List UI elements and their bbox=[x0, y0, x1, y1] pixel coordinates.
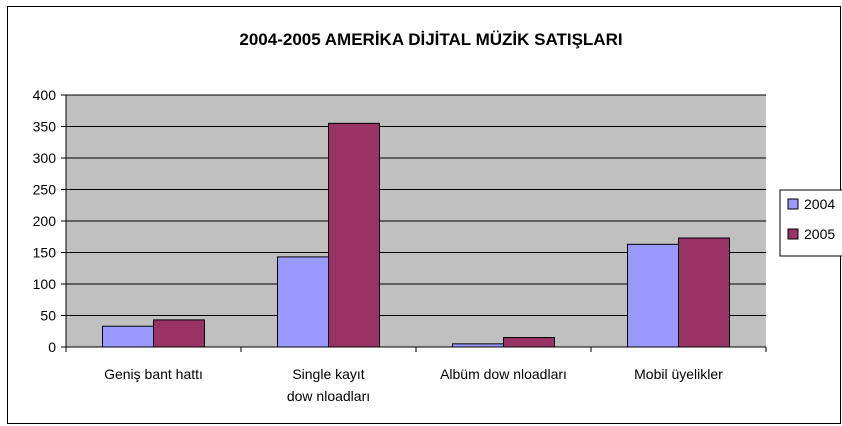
y-tick-label: 400 bbox=[33, 87, 57, 103]
x-category-label: Geniş bant hattı bbox=[104, 366, 203, 382]
bar-2005-2 bbox=[503, 337, 555, 348]
x-category-label: Mobil üyelikler bbox=[634, 366, 723, 382]
y-axis-ticks: 0 50 100 150 200 250 300 350 400 bbox=[33, 87, 57, 355]
y-tick-label: 100 bbox=[33, 276, 57, 292]
axes bbox=[61, 94, 767, 352]
bar-2004-0 bbox=[102, 325, 154, 348]
legend: 2004 2005 bbox=[779, 189, 842, 257]
x-category-label: dow nloadları bbox=[287, 388, 370, 404]
x-category-label: Albüm dow nloadları bbox=[440, 366, 567, 382]
legend-swatch-2005 bbox=[787, 228, 799, 240]
y-tick-label: 0 bbox=[48, 339, 56, 355]
bar-2005-0 bbox=[153, 319, 205, 348]
bar-2005-1 bbox=[328, 122, 380, 348]
legend-label-2005: 2005 bbox=[804, 226, 835, 242]
legend-label-2004: 2004 bbox=[804, 196, 835, 212]
y-tick-label: 250 bbox=[33, 182, 57, 198]
bar-2004-3 bbox=[627, 243, 679, 348]
y-tick-label: 50 bbox=[40, 308, 56, 324]
bars bbox=[102, 122, 730, 348]
y-tick-label: 350 bbox=[33, 119, 57, 135]
x-axis-labels: Geniş bant hattı Single kayıt dow nloadlar… bbox=[104, 366, 723, 404]
bar-2005-3 bbox=[678, 237, 730, 348]
y-tick-label: 200 bbox=[33, 213, 57, 229]
bar-2004-1 bbox=[277, 256, 329, 348]
chart-title: 2004-2005 AMERİKA DİJİTAL MÜZİK SATIŞLAR… bbox=[239, 30, 622, 49]
y-tick-label: 150 bbox=[33, 245, 57, 261]
legend-swatch-2004 bbox=[787, 198, 799, 210]
y-tick-label: 300 bbox=[33, 150, 57, 166]
x-category-label: Single kayıt bbox=[292, 366, 364, 382]
